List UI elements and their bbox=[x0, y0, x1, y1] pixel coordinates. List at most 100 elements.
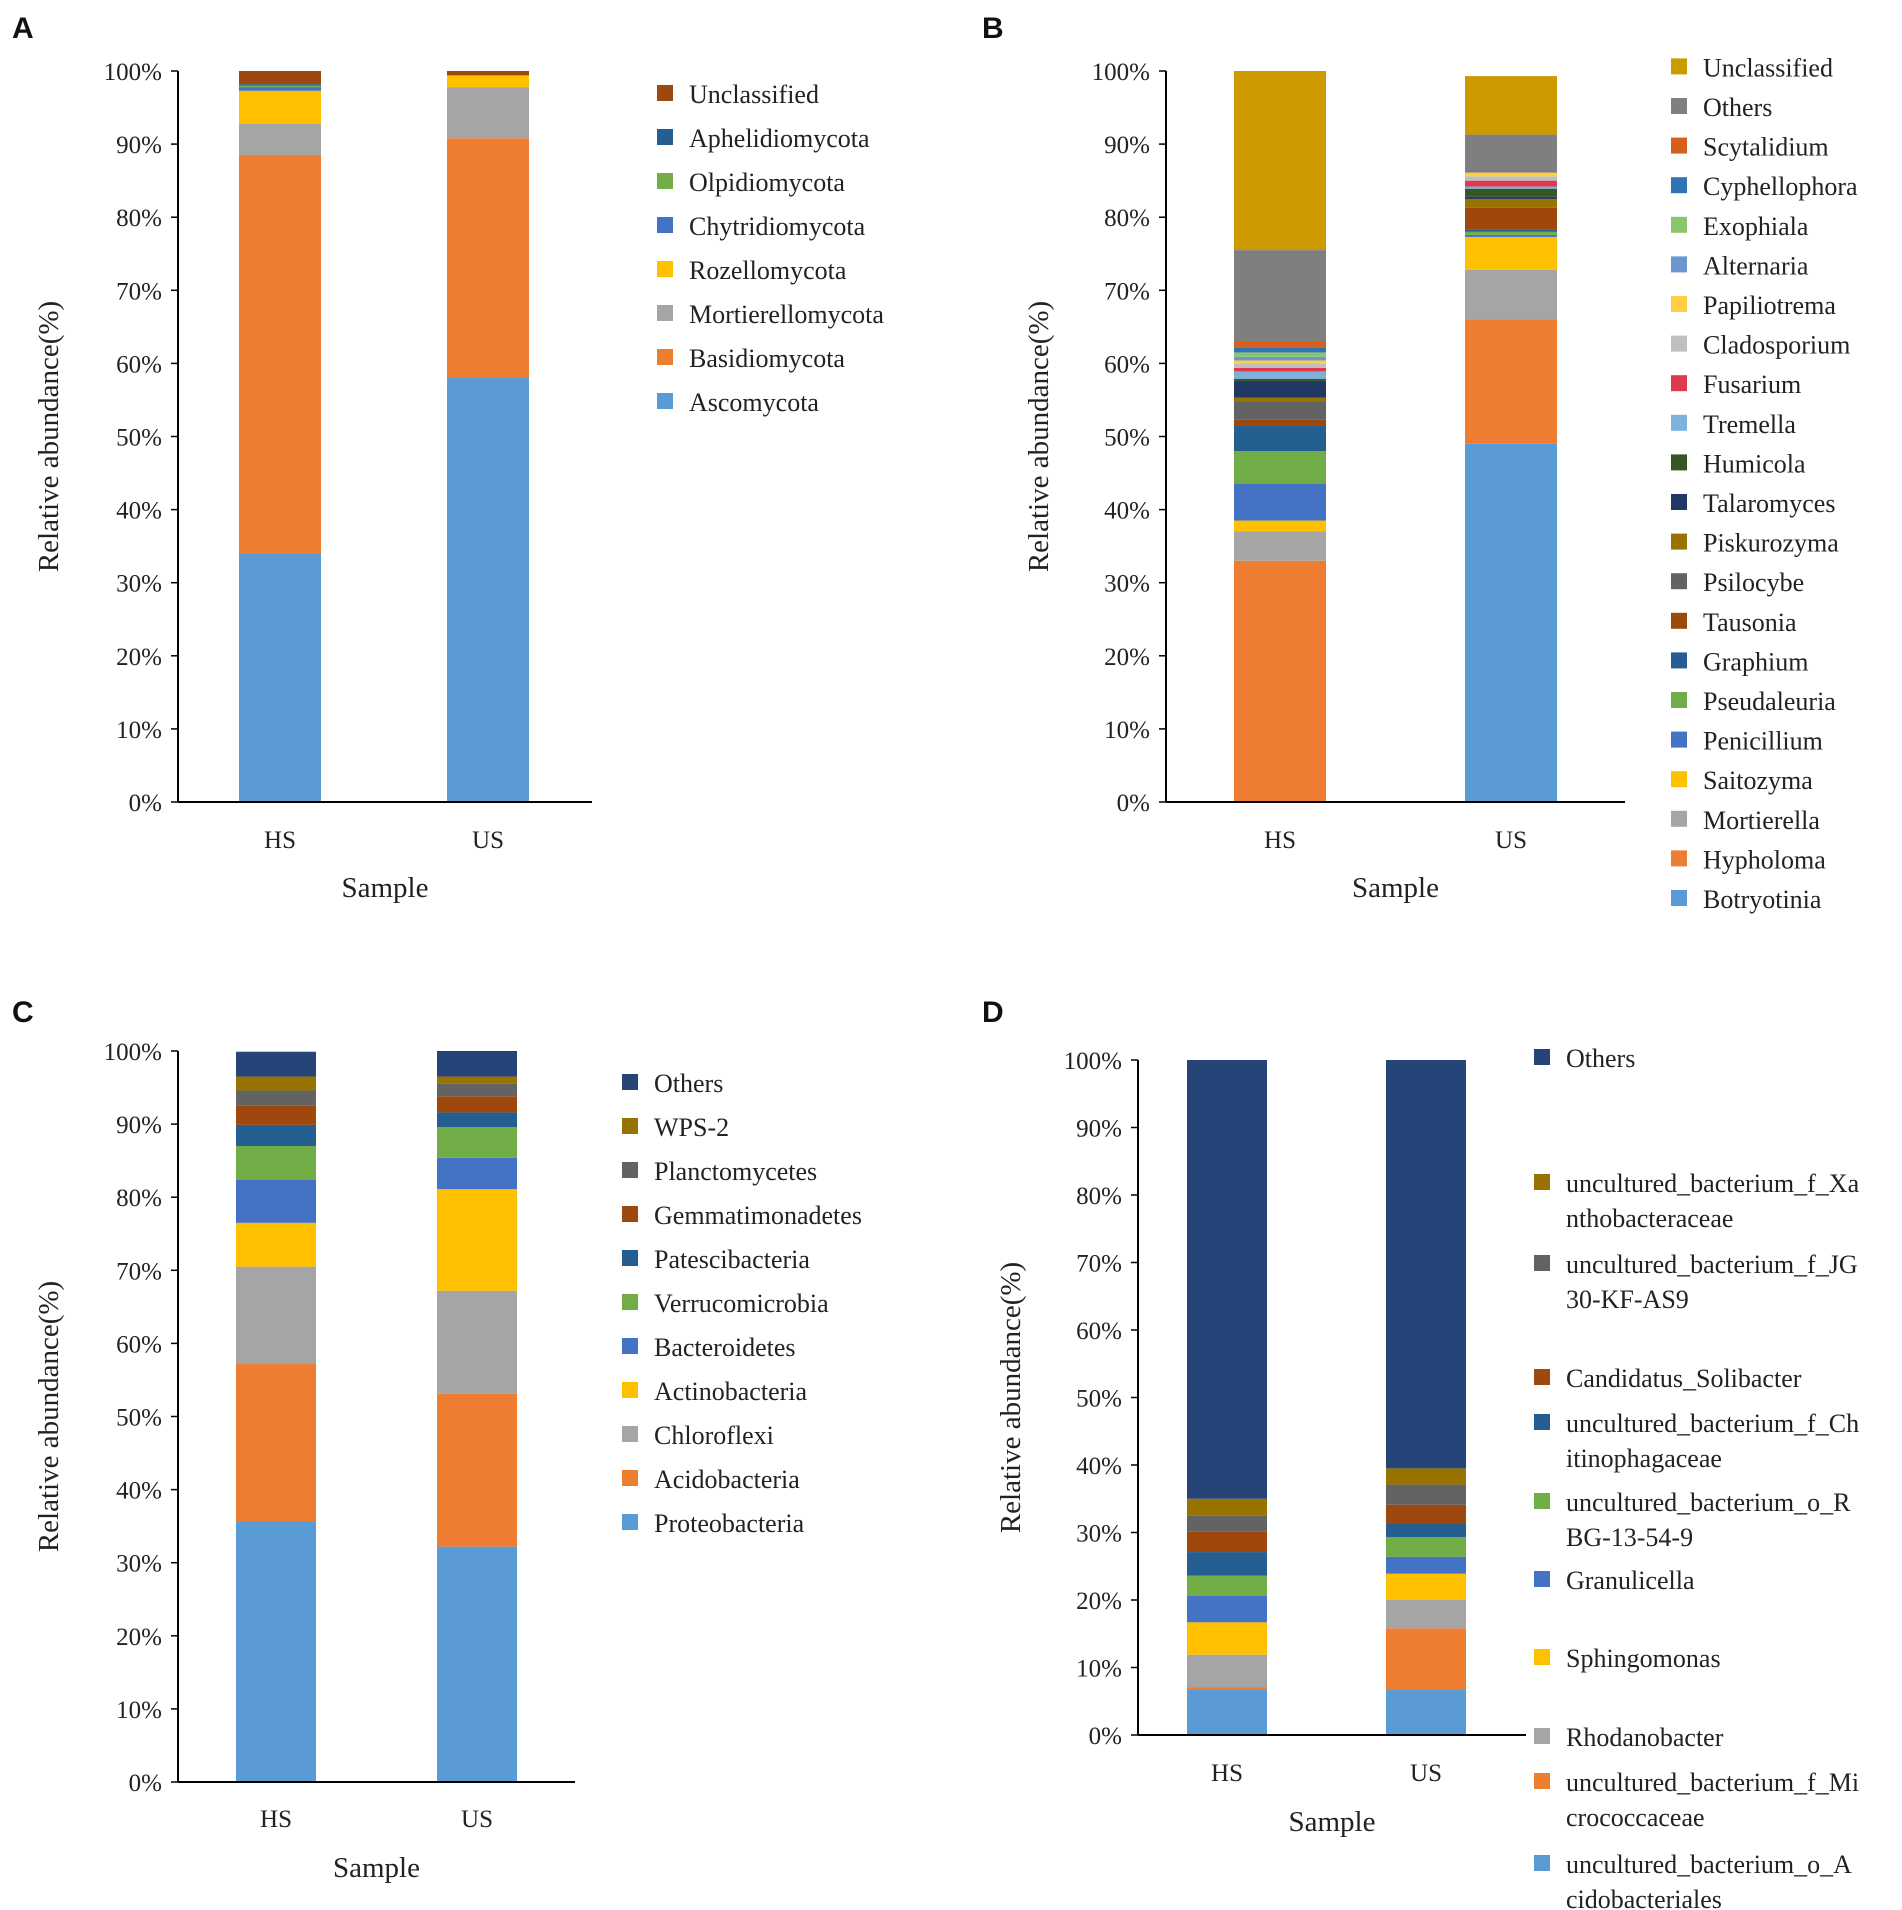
legend-item: Bacteroidetes bbox=[622, 1333, 796, 1362]
bar-segment-us-rhodanobacter bbox=[1386, 1600, 1466, 1629]
bar-segment-us-acidobacteria bbox=[437, 1393, 517, 1547]
bar-segment-hs-mortierella bbox=[1234, 531, 1326, 561]
y-tick-label: 50% bbox=[1076, 1386, 1122, 1413]
bar-segment-us-piskurozyma bbox=[1465, 198, 1557, 208]
bar-segment-us-planctomycetes bbox=[437, 1083, 517, 1097]
bar-segment-hs-others bbox=[1234, 250, 1326, 342]
legend-swatch bbox=[1671, 137, 1687, 154]
x-tick-label: US bbox=[1495, 827, 1527, 854]
bar-segment-us-wps-2 bbox=[437, 1076, 517, 1084]
legend-item: WPS-2 bbox=[622, 1113, 729, 1142]
bar-segment-hs-candidatus-solibacter bbox=[1187, 1531, 1267, 1553]
y-tick-label: 60% bbox=[1104, 351, 1150, 378]
legend-swatch bbox=[622, 1382, 638, 1398]
legend-item: Ascomycota bbox=[657, 388, 819, 417]
y-tick-label: 50% bbox=[1104, 425, 1150, 452]
bar-segment-us-botryotinia bbox=[1465, 443, 1557, 802]
y-tick-label: 40% bbox=[1076, 1453, 1122, 1480]
legend-label: Others bbox=[1703, 93, 1772, 122]
y-tick-label: 80% bbox=[116, 1185, 162, 1212]
legend-item: Patescibacteria bbox=[622, 1245, 810, 1274]
bar-segment-hs-talaromyces bbox=[1234, 380, 1326, 398]
legend-item: Rhodanobacter bbox=[1534, 1723, 1724, 1752]
legend-label: uncultured_bacterium_o_A bbox=[1566, 1850, 1852, 1879]
y-tick-label: 100% bbox=[104, 59, 162, 86]
y-tick-label: 0% bbox=[129, 790, 162, 817]
legend-label: Olpidiomycota bbox=[689, 168, 845, 197]
legend-swatch bbox=[1534, 1571, 1550, 1587]
legend-item: Actinobacteria bbox=[622, 1377, 807, 1406]
legend-label: Talaromyces bbox=[1703, 489, 1835, 518]
legend-item: Fusarium bbox=[1671, 370, 1801, 399]
legend-label: uncultured_bacterium_f_Ch bbox=[1566, 1409, 1859, 1438]
legend-label: Unclassified bbox=[689, 80, 819, 109]
bar-segment-hs-fusarium bbox=[1234, 367, 1326, 372]
bar-segment-hs-sphingomonas bbox=[1187, 1622, 1267, 1655]
legend-label: Ascomycota bbox=[689, 388, 819, 417]
legend-label: Acidobacteria bbox=[654, 1465, 800, 1494]
legend-item: Cladosporium bbox=[1671, 331, 1850, 360]
legend-label: Scytalidium bbox=[1703, 133, 1829, 162]
y-tick-label: 0% bbox=[129, 1770, 162, 1797]
legend-swatch bbox=[622, 1338, 638, 1354]
legend-swatch bbox=[622, 1206, 638, 1222]
bar-segment-us-others bbox=[1465, 134, 1557, 173]
y-tick-label: 70% bbox=[1104, 278, 1150, 305]
bar-segment-hs-aphelidiomycota bbox=[239, 84, 321, 86]
y-axis-title: Relative abundance(%) bbox=[1023, 301, 1055, 572]
y-tick-label: 80% bbox=[1076, 1183, 1122, 1210]
bar-segment-hs-olpidiomycota bbox=[239, 85, 321, 88]
legend-swatch bbox=[622, 1294, 638, 1310]
legend-label: uncultured_bacterium_o_R bbox=[1566, 1488, 1851, 1517]
legend-label: Cyphellophora bbox=[1703, 172, 1858, 201]
legend-swatch bbox=[1534, 1649, 1550, 1665]
bar-segment-hs-uncultured-bacterium-f-jg30-kf-as9 bbox=[1187, 1515, 1267, 1532]
y-tick-label: 30% bbox=[1104, 571, 1150, 598]
y-axis-title: Relative abundance(%) bbox=[33, 301, 65, 572]
y-tick-label: 40% bbox=[116, 498, 162, 525]
x-tick-label: US bbox=[461, 1806, 493, 1833]
bar-segment-us-papiliotrema bbox=[1465, 172, 1557, 177]
legend-label: Rhodanobacter bbox=[1566, 1723, 1724, 1752]
legend-swatch bbox=[1671, 177, 1687, 194]
y-tick-label: 60% bbox=[116, 351, 162, 378]
x-axis-title: Sample bbox=[1289, 1806, 1376, 1838]
bar-segment-hs-uncultured-bacterium-o-acidobacteriales bbox=[1187, 1689, 1267, 1735]
panel-label: A bbox=[12, 12, 34, 45]
legend-label: Humicola bbox=[1703, 449, 1806, 478]
bar-segment-hs-tausonia bbox=[1234, 419, 1326, 426]
bar-segment-hs-actinobacteria bbox=[236, 1222, 316, 1267]
legend-item: uncultured_bacterium_o_A cidobacteriales bbox=[1534, 1850, 1852, 1910]
legend-label: Basidiomycota bbox=[689, 344, 845, 373]
bar-segment-us-fusarium bbox=[1465, 180, 1557, 187]
legend-label: cidobacteriales bbox=[1566, 1885, 1722, 1910]
legend-item: Sphingomonas bbox=[1534, 1644, 1721, 1673]
legend-swatch bbox=[1671, 414, 1687, 431]
legend-swatch bbox=[1534, 1493, 1550, 1509]
bar-segment-hs-bacteroidetes bbox=[236, 1179, 316, 1223]
y-tick-label: 10% bbox=[116, 1697, 162, 1724]
legend-label: Psilocybe bbox=[1703, 568, 1804, 597]
chart-panel-a: A 0% 10% 20% 30% 40% 50% 60% 70% 80% 90% 100% HS US Sa… bbox=[12, 12, 884, 904]
legend-label: Others bbox=[1566, 1044, 1635, 1073]
legend-label: Verrucomicrobia bbox=[654, 1289, 829, 1318]
legend-item: Basidiomycota bbox=[657, 344, 845, 373]
y-tick-label: 100% bbox=[1064, 1048, 1122, 1075]
y-axis-title: Relative abundance(%) bbox=[995, 1262, 1027, 1533]
legend-swatch bbox=[1534, 1369, 1550, 1385]
legend-label: Others bbox=[654, 1069, 723, 1098]
legend-item: Scytalidium bbox=[1671, 133, 1829, 162]
x-axis-title: Sample bbox=[1352, 872, 1439, 904]
legend-label: Hypholoma bbox=[1703, 845, 1826, 874]
chart-panel-d: D 0% 10% 20% 30% 40% 50% 60% 70% 80% 90% 100% HS US Sa… bbox=[982, 996, 1860, 1910]
bar-segment-us-bacteroidetes bbox=[437, 1157, 517, 1190]
legend-swatch bbox=[1671, 573, 1687, 590]
bar-segment-us-others bbox=[1386, 1060, 1466, 1469]
y-tick-label: 10% bbox=[1076, 1656, 1122, 1683]
bar-segment-hs-chloroflexi bbox=[236, 1266, 316, 1364]
legend-swatch bbox=[1671, 692, 1687, 708]
legend-item: Others bbox=[1671, 93, 1772, 122]
legend-label: Fusarium bbox=[1703, 370, 1801, 399]
x-tick-label: HS bbox=[260, 1806, 292, 1833]
